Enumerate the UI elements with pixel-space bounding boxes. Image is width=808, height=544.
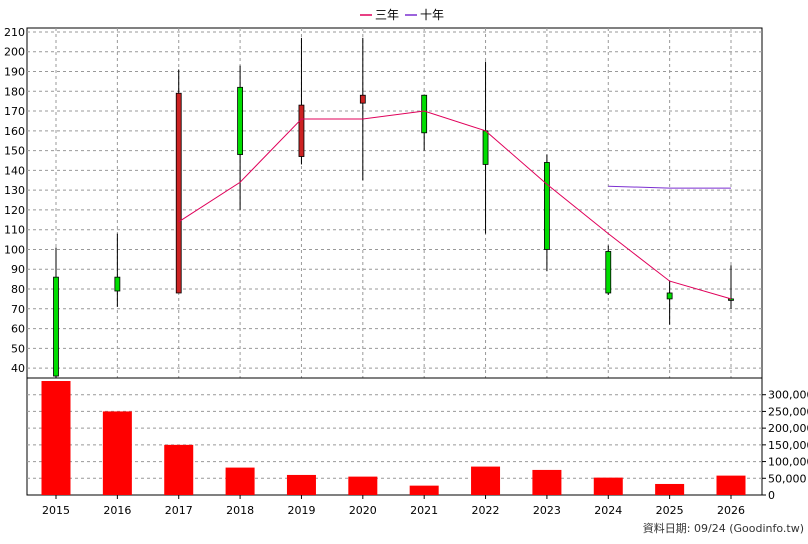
y-tick-label-price: 130	[4, 184, 25, 197]
y-tick-label-volume: 100,000	[768, 456, 808, 469]
candle-body	[175, 92, 182, 294]
y-tick-label-price: 200	[4, 46, 25, 59]
volume-bar	[348, 476, 378, 495]
legend-label-10yr: 十年	[420, 8, 444, 22]
candle-body	[482, 130, 489, 165]
y-tick-label-price: 180	[4, 85, 25, 98]
volume-bar	[593, 477, 623, 495]
series-line-3yr	[178, 110, 732, 300]
x-tick-label: 2023	[533, 504, 561, 517]
y-tick-label-volume: 200,000	[768, 422, 808, 435]
legend: 三年 十年	[360, 8, 444, 22]
candle-body	[605, 251, 612, 294]
candle-body	[298, 104, 305, 157]
y-tick-label-price: 60	[11, 323, 25, 336]
volume-bar	[41, 381, 71, 495]
y-tick-label-volume: 0	[768, 489, 775, 502]
x-tick-label: 2019	[287, 504, 315, 517]
y-tick-label-price: 40	[11, 362, 25, 375]
candle-body	[53, 276, 59, 377]
volume-bar	[102, 411, 132, 495]
x-tick-label: 2020	[349, 504, 377, 517]
volume-bar	[655, 483, 685, 495]
y-tick-label-price: 170	[4, 105, 25, 118]
x-tick-label: 2025	[656, 504, 684, 517]
y-tick-label-price: 70	[11, 303, 25, 316]
x-tick-label: 2024	[594, 504, 622, 517]
x-tick-label: 2017	[165, 504, 193, 517]
y-tick-label-volume: 150,000	[768, 439, 808, 452]
candle-body	[237, 86, 243, 155]
source-note: 資料日期: 09/24 (Goodinfo.tw)	[643, 521, 804, 535]
volume-bar	[716, 475, 746, 495]
x-tick-label: 2022	[472, 504, 500, 517]
x-axis: 2015 2016 2017 2018 2019 2020 2021 2022 2023 2024…	[42, 495, 745, 517]
volume-plot-frame	[26, 377, 763, 496]
candle-body	[421, 94, 428, 134]
y-tick-label-price: 80	[11, 283, 25, 296]
y-tick-label-price: 160	[4, 125, 25, 138]
volume-bar	[164, 444, 194, 495]
x-tick-label: 2015	[42, 504, 70, 517]
x-tick-label: 2016	[103, 504, 131, 517]
y-tick-label-price: 150	[4, 145, 25, 158]
price-panel: 40 50 60 70 80 90 100 110 120 130 140 150 160 170 180 1…	[4, 26, 763, 495]
y-tick-label-volume: 50,000	[768, 472, 807, 485]
y-tick-label-price: 100	[4, 243, 25, 256]
y-tick-label-price: 120	[4, 204, 25, 217]
x-tick-label: 2018	[226, 504, 254, 517]
y-tick-label-price: 190	[4, 66, 25, 79]
y-tick-label-volume: 300,000	[768, 389, 808, 402]
volume-panel: 0 50,000 100,000 150,000 200,000 250,000 300,0…	[26, 377, 808, 502]
legend-label-3yr: 三年	[375, 8, 399, 22]
x-tick-label: 2026	[717, 504, 745, 517]
y-tick-label-volume: 250,000	[768, 405, 808, 418]
candle-body	[544, 162, 550, 250]
y-tick-label-price: 90	[11, 263, 25, 276]
volume-bar	[471, 466, 501, 495]
x-tick-label: 2021	[410, 504, 438, 517]
y-tick-label-price: 50	[11, 342, 25, 355]
price-plot-frame	[26, 27, 763, 379]
series-line-10yr	[608, 185, 731, 189]
candle-body	[114, 276, 121, 292]
candle-body	[359, 94, 366, 104]
y-tick-label-price: 140	[4, 164, 25, 177]
volume-bar	[225, 467, 255, 495]
volume-bar	[532, 469, 562, 495]
volume-bar	[286, 474, 316, 495]
candle-body	[666, 292, 673, 300]
candle-body	[728, 298, 734, 301]
y-tick-label-price: 110	[4, 224, 25, 237]
y-tick-label-price: 210	[4, 26, 25, 39]
volume-bar	[409, 485, 439, 495]
